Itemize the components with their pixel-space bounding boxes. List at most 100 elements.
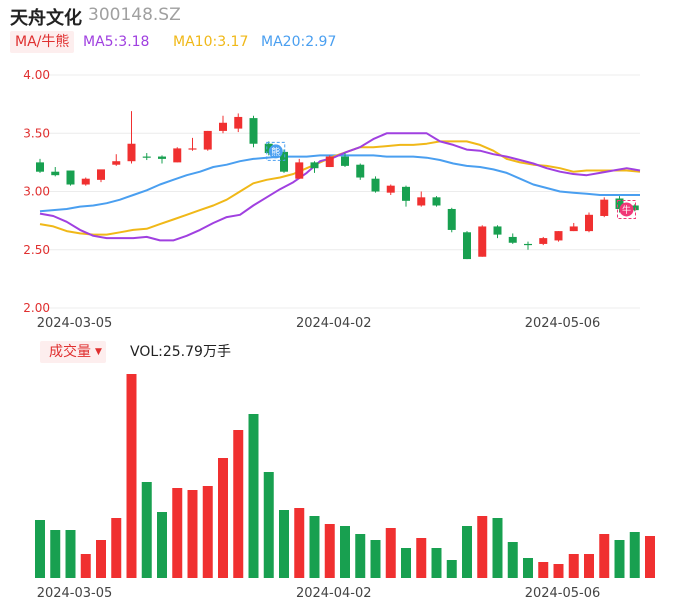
candle (615, 196, 624, 213)
y-tick-label: 3.00 (23, 185, 50, 199)
candle-body (371, 178, 380, 192)
candle (142, 153, 151, 161)
candle (402, 185, 410, 207)
volume-bar (614, 540, 625, 578)
volume-toggle-button[interactable]: 成交量 ▼ (40, 341, 106, 363)
candle (219, 115, 227, 134)
ma5-line (39, 132, 641, 242)
candle (173, 147, 182, 163)
candle (569, 222, 578, 232)
ma-toggle-button[interactable]: MA/牛熊 (10, 31, 75, 53)
candle-body (97, 169, 105, 180)
candle-body (81, 178, 90, 185)
volume-bar (599, 534, 610, 578)
candle (310, 161, 319, 173)
volume-bar (50, 530, 61, 578)
volume-bar (523, 558, 533, 578)
volume-toggle-label: 成交量 (49, 344, 91, 360)
volume-bar (202, 486, 213, 578)
volume-bar (462, 526, 472, 578)
volume-bar (126, 374, 137, 578)
candle-body (325, 156, 334, 168)
candle (341, 153, 349, 168)
candle (158, 155, 166, 164)
candle (234, 113, 243, 133)
candle-body (539, 238, 548, 244)
volume-bar (507, 542, 518, 578)
volume-bar (263, 472, 274, 578)
candle (447, 207, 456, 233)
x-tick-label: 2024-05-06 (525, 586, 601, 601)
candle-body (508, 236, 517, 243)
stock-name: 天舟文化 (10, 8, 82, 29)
candle-body (295, 162, 304, 179)
candle (295, 158, 304, 179)
volume-bar (538, 562, 549, 578)
y-tick-label: 3.50 (23, 126, 50, 140)
candle-body (630, 205, 639, 211)
candle-body (36, 162, 44, 172)
candle-body (310, 162, 319, 169)
candle (203, 130, 212, 151)
y-tick-label: 2.50 (23, 243, 50, 257)
candle (432, 196, 441, 207)
volume-bar (279, 510, 289, 578)
volume-bar (446, 560, 457, 578)
candle-body (127, 143, 136, 162)
volume-bar (370, 540, 381, 578)
candle (81, 177, 90, 186)
candle-body (234, 116, 243, 129)
candle-body (417, 197, 426, 206)
x-tick-label: 2024-03-05 (37, 586, 113, 601)
candle-body (524, 243, 532, 246)
candle-body (615, 198, 624, 209)
candle (280, 149, 288, 173)
volume-bar (340, 526, 350, 578)
x-tick-label: 2024-04-02 (296, 316, 372, 331)
candle (524, 241, 532, 250)
volume-bar (96, 540, 106, 578)
candle-body (142, 156, 151, 158)
candle (554, 231, 563, 242)
header: 天舟文化 300148.SZ (0, 0, 686, 30)
volume-bar (65, 530, 76, 578)
volume-bar (294, 508, 305, 578)
volume-bar (80, 554, 91, 578)
candle-body (158, 156, 166, 159)
bear-marker: 熊 (266, 141, 286, 161)
y-tick-label: 2.00 (23, 301, 50, 315)
volume-bar (385, 528, 396, 578)
candle-body (493, 226, 502, 235)
volume-bar (355, 534, 366, 578)
candle (493, 225, 502, 239)
volume-bar (309, 516, 320, 578)
candle-body (402, 186, 410, 201)
candle-body (51, 171, 60, 176)
candle-body (478, 226, 487, 257)
x-tick-label: 2024-03-05 (37, 316, 113, 331)
volume-bar (248, 414, 259, 578)
candle-body (280, 151, 288, 172)
marker-badge (619, 202, 634, 217)
candle (356, 163, 365, 180)
candle (112, 154, 121, 166)
caret-down-icon: ▼ (95, 347, 102, 357)
stock-code: 300148.SZ (88, 5, 181, 25)
candle (264, 141, 273, 156)
ma5-legend: MA5:3.18 (83, 34, 150, 50)
volume-bar (111, 518, 122, 578)
candle (371, 176, 380, 193)
candle (539, 236, 548, 246)
candle (66, 170, 75, 186)
volume-bar (645, 536, 655, 578)
candle-body (219, 122, 227, 131)
x-tick-label: 2024-05-06 (525, 316, 601, 331)
volume-bar (172, 488, 183, 578)
candle (97, 169, 105, 183)
volume-bar (218, 458, 228, 578)
volume-bar (35, 520, 45, 578)
volume-bar (401, 548, 411, 578)
candle-body (356, 164, 365, 178)
candle-body (386, 185, 395, 193)
